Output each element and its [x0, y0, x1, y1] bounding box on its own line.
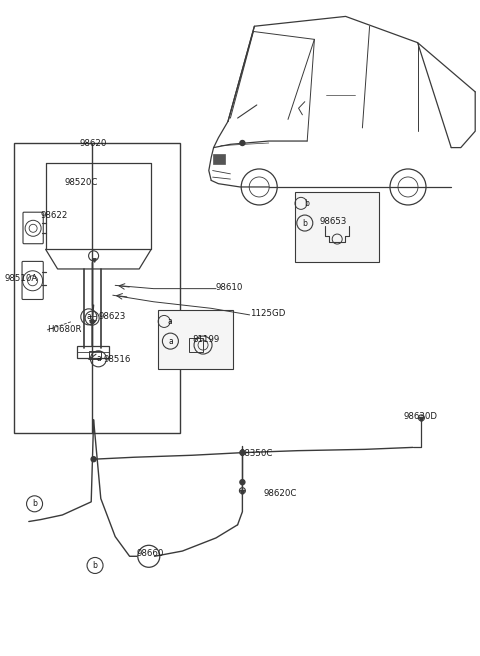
- Text: 98510A: 98510A: [5, 274, 38, 283]
- Bar: [213, 154, 225, 164]
- Bar: [158, 310, 233, 369]
- Circle shape: [90, 319, 94, 323]
- Bar: [295, 192, 379, 262]
- Bar: [77, 346, 109, 358]
- Circle shape: [91, 457, 96, 462]
- Text: b: b: [32, 499, 37, 508]
- Text: 98620: 98620: [79, 138, 107, 148]
- Text: 98622: 98622: [41, 211, 68, 220]
- Text: 98653: 98653: [319, 217, 347, 226]
- Text: 98660: 98660: [137, 548, 164, 558]
- Text: a: a: [168, 337, 173, 346]
- Text: 98350C: 98350C: [240, 449, 274, 459]
- Circle shape: [240, 450, 245, 455]
- Text: b: b: [93, 561, 97, 570]
- Text: a: a: [96, 354, 101, 363]
- Bar: [189, 338, 203, 352]
- Circle shape: [240, 140, 245, 146]
- Text: b: b: [302, 218, 307, 228]
- Text: 98620C: 98620C: [264, 489, 298, 499]
- Text: H0680R: H0680R: [47, 325, 82, 335]
- Text: a: a: [86, 312, 91, 321]
- Bar: [14, 143, 180, 433]
- Text: 98623: 98623: [98, 312, 126, 321]
- Text: b: b: [304, 199, 309, 208]
- Text: 81199: 81199: [192, 335, 219, 344]
- Text: 98610: 98610: [216, 283, 243, 292]
- Bar: [89, 351, 101, 359]
- Text: 98630D: 98630D: [403, 412, 437, 421]
- Text: 98516: 98516: [103, 355, 131, 364]
- Text: 98520C: 98520C: [65, 178, 98, 187]
- Circle shape: [240, 480, 245, 485]
- Text: 1125GD: 1125GD: [250, 309, 285, 318]
- Text: a: a: [167, 317, 172, 326]
